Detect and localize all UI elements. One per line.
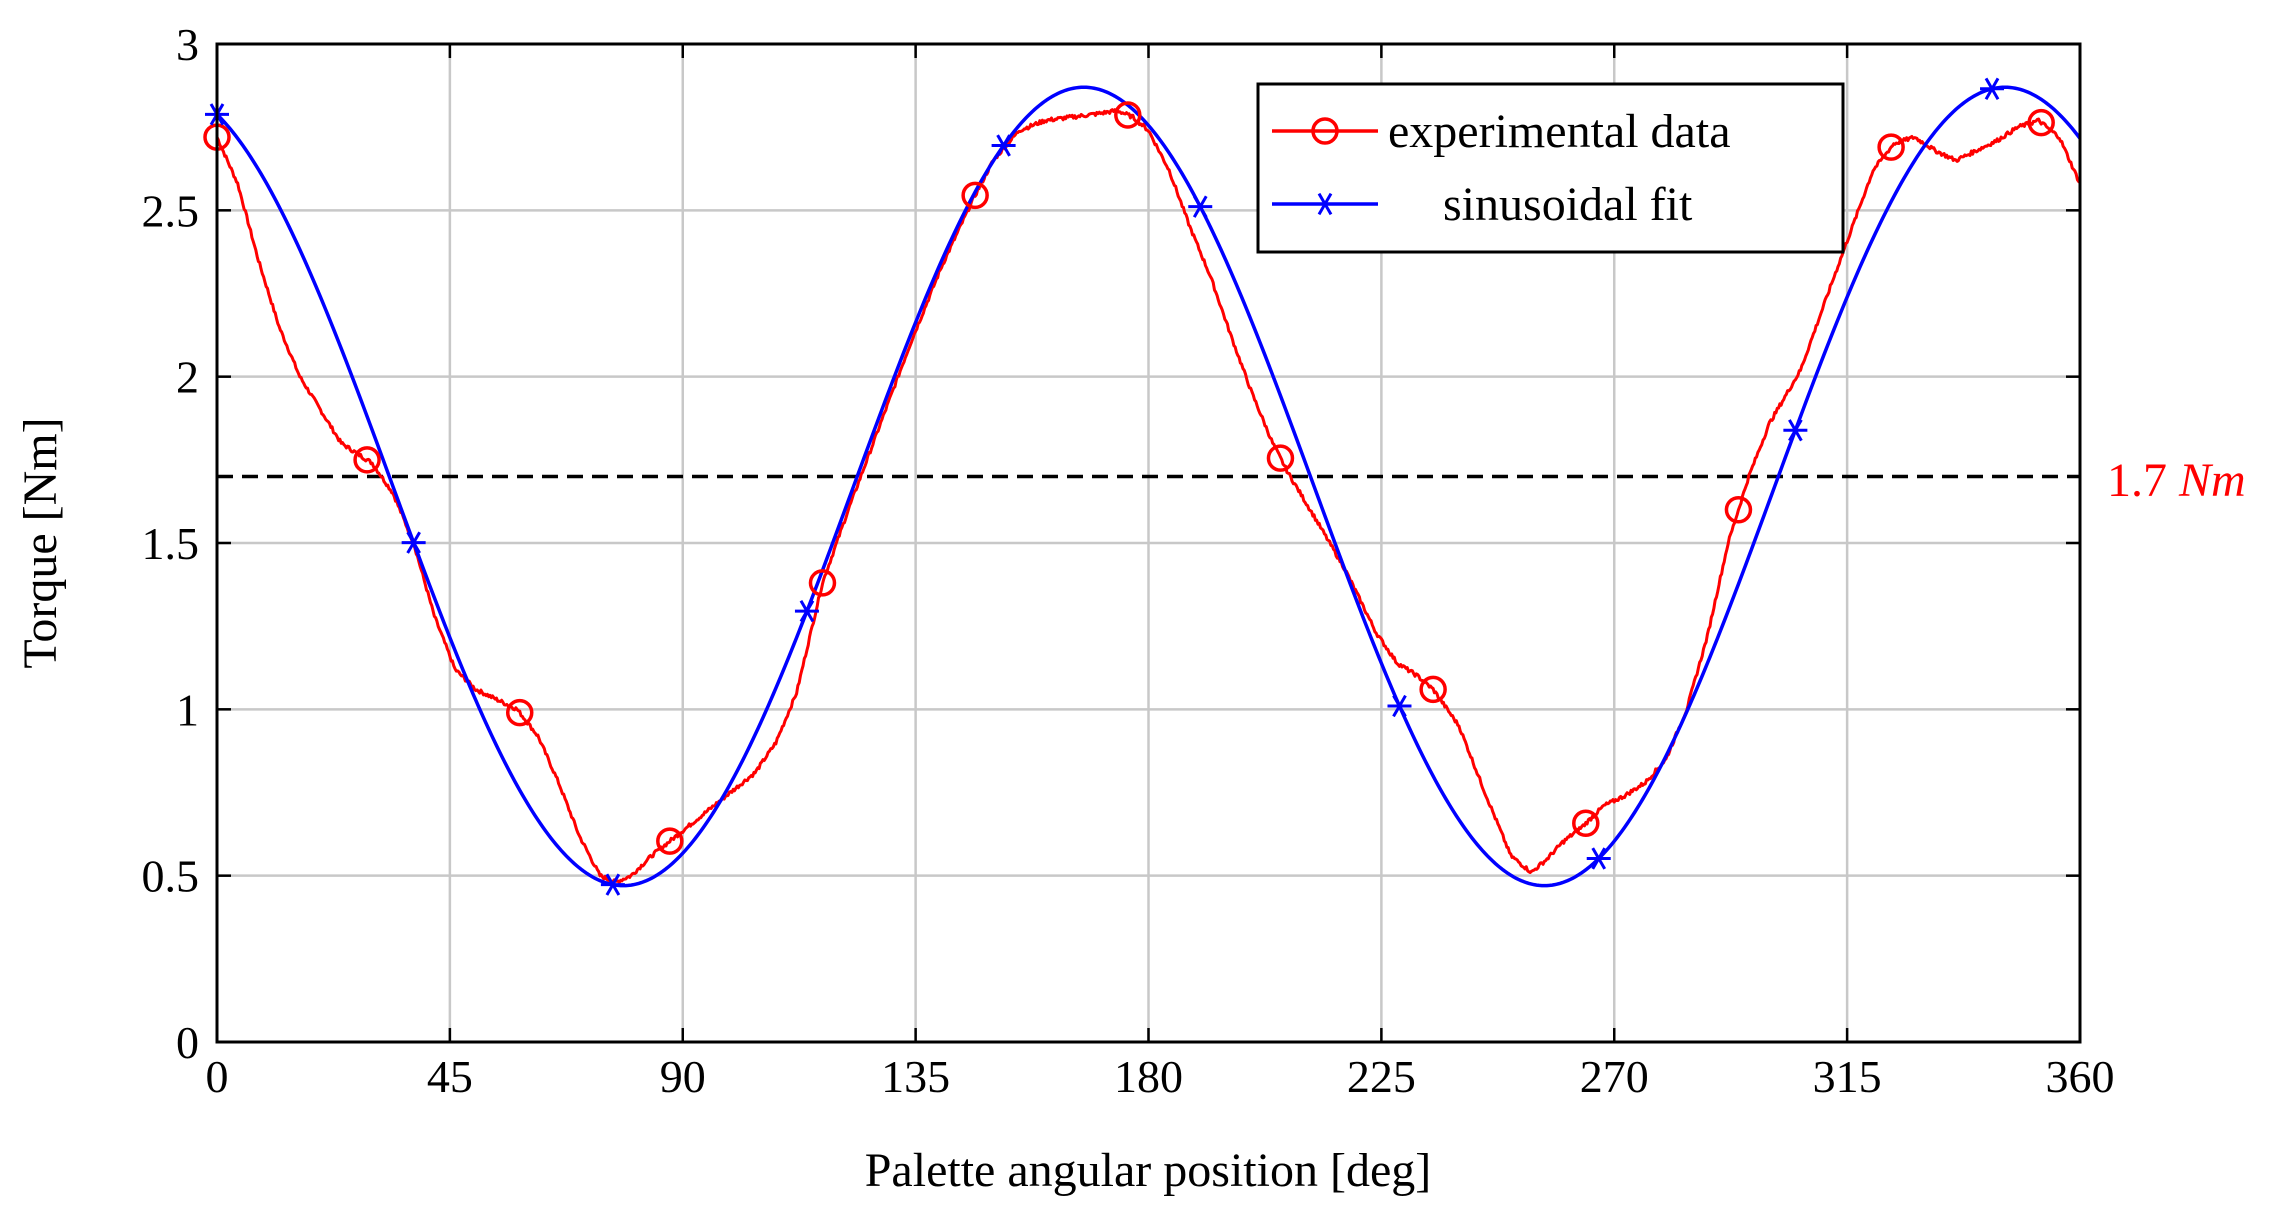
- reference-line-value: 1.7: [2107, 454, 2179, 507]
- series-group: [217, 85, 2080, 888]
- star-stroke: [605, 873, 621, 896]
- experimental-data-point: [1266, 444, 1295, 472]
- experimental-data-point: [1724, 495, 1753, 524]
- y-tick-label: 2.5: [142, 185, 200, 236]
- experimental-data-point: [353, 446, 381, 474]
- legend-marker-fit: [1313, 192, 1337, 216]
- x-tick-label: 45: [427, 1051, 473, 1102]
- x-tick-label: 360: [2046, 1051, 2115, 1102]
- experimental-data-point: [1877, 133, 1905, 161]
- x-tick-label: 225: [1347, 1051, 1416, 1102]
- reference-line-unit: Nm: [2178, 454, 2246, 507]
- y-tick-label: 3: [176, 19, 199, 70]
- x-axis-title: Palette angular position [deg]: [865, 1144, 1432, 1197]
- y-tick-label: 1.5: [142, 518, 200, 569]
- sinusoidal-fit-point: [401, 531, 426, 554]
- experimental-data-point: [1419, 675, 1447, 704]
- legend: experimental data sinusoidal fit: [1256, 82, 1845, 254]
- x-tick-label: 0: [206, 1051, 229, 1102]
- experimental-data-point: [2027, 108, 2055, 137]
- star-stroke: [1392, 694, 1407, 718]
- star-stroke: [1984, 77, 2000, 100]
- sinusoidal-fit-point: [1387, 694, 1412, 718]
- y-tick-label: 0.5: [142, 851, 200, 902]
- y-tick-label: 1: [176, 684, 199, 735]
- star-stroke: [799, 600, 815, 623]
- ticks-group: 0 45 90 135 180 225 270 315 360 0 0.5 1 1.5 2 2.5 3: [142, 19, 2115, 1102]
- y-tick-label: 0: [176, 1017, 199, 1068]
- x-tick-label: 270: [1580, 1051, 1649, 1102]
- sinusoidal-fit-point: [1188, 195, 1213, 218]
- experimental-data-point: [505, 698, 534, 727]
- x-tick-label: 135: [881, 1051, 950, 1102]
- sinusoidal-fit-point: [991, 134, 1016, 157]
- star-stroke: [1788, 419, 1803, 442]
- sinusoidal-fit-line: [217, 85, 2080, 888]
- experimental-data-point: [656, 827, 684, 855]
- experimental-data-point: [961, 181, 989, 210]
- star-stroke: [1317, 192, 1333, 216]
- sinusoidal-fit-point: [794, 600, 819, 623]
- sinusoidal-fit-point: [1783, 419, 1808, 442]
- legend-star-glyph: [1313, 192, 1337, 216]
- star-stroke: [996, 134, 1011, 157]
- x-tick-label: 315: [1813, 1051, 1882, 1102]
- experimental-data-line: [217, 108, 2080, 884]
- x-tick-label: 90: [660, 1051, 706, 1102]
- experimental-data-point: [1572, 809, 1600, 838]
- legend-label-experimental: experimental data: [1388, 105, 1731, 158]
- sinusoidal-fit-point: [600, 873, 625, 896]
- legend-box: [1256, 82, 1845, 254]
- legend-label-fit: sinusoidal fit: [1443, 178, 1693, 231]
- x-tick-label: 180: [1114, 1051, 1183, 1102]
- sinusoidal-fit-point: [1980, 77, 2005, 100]
- star-stroke: [1591, 847, 1607, 870]
- experimental-data-point: [1114, 101, 1142, 129]
- experimental-data-point: [808, 569, 837, 597]
- y-tick-label: 2: [176, 352, 199, 403]
- star-stroke: [1192, 195, 1208, 218]
- star-stroke: [406, 531, 421, 554]
- legend-marker-experimental: [1311, 117, 1339, 145]
- y-axis-title: Torque [Nm]: [14, 417, 67, 668]
- reference-line-label: 1.7 Nm: [2107, 454, 2246, 507]
- sinusoidal-fit-point: [1586, 847, 1611, 870]
